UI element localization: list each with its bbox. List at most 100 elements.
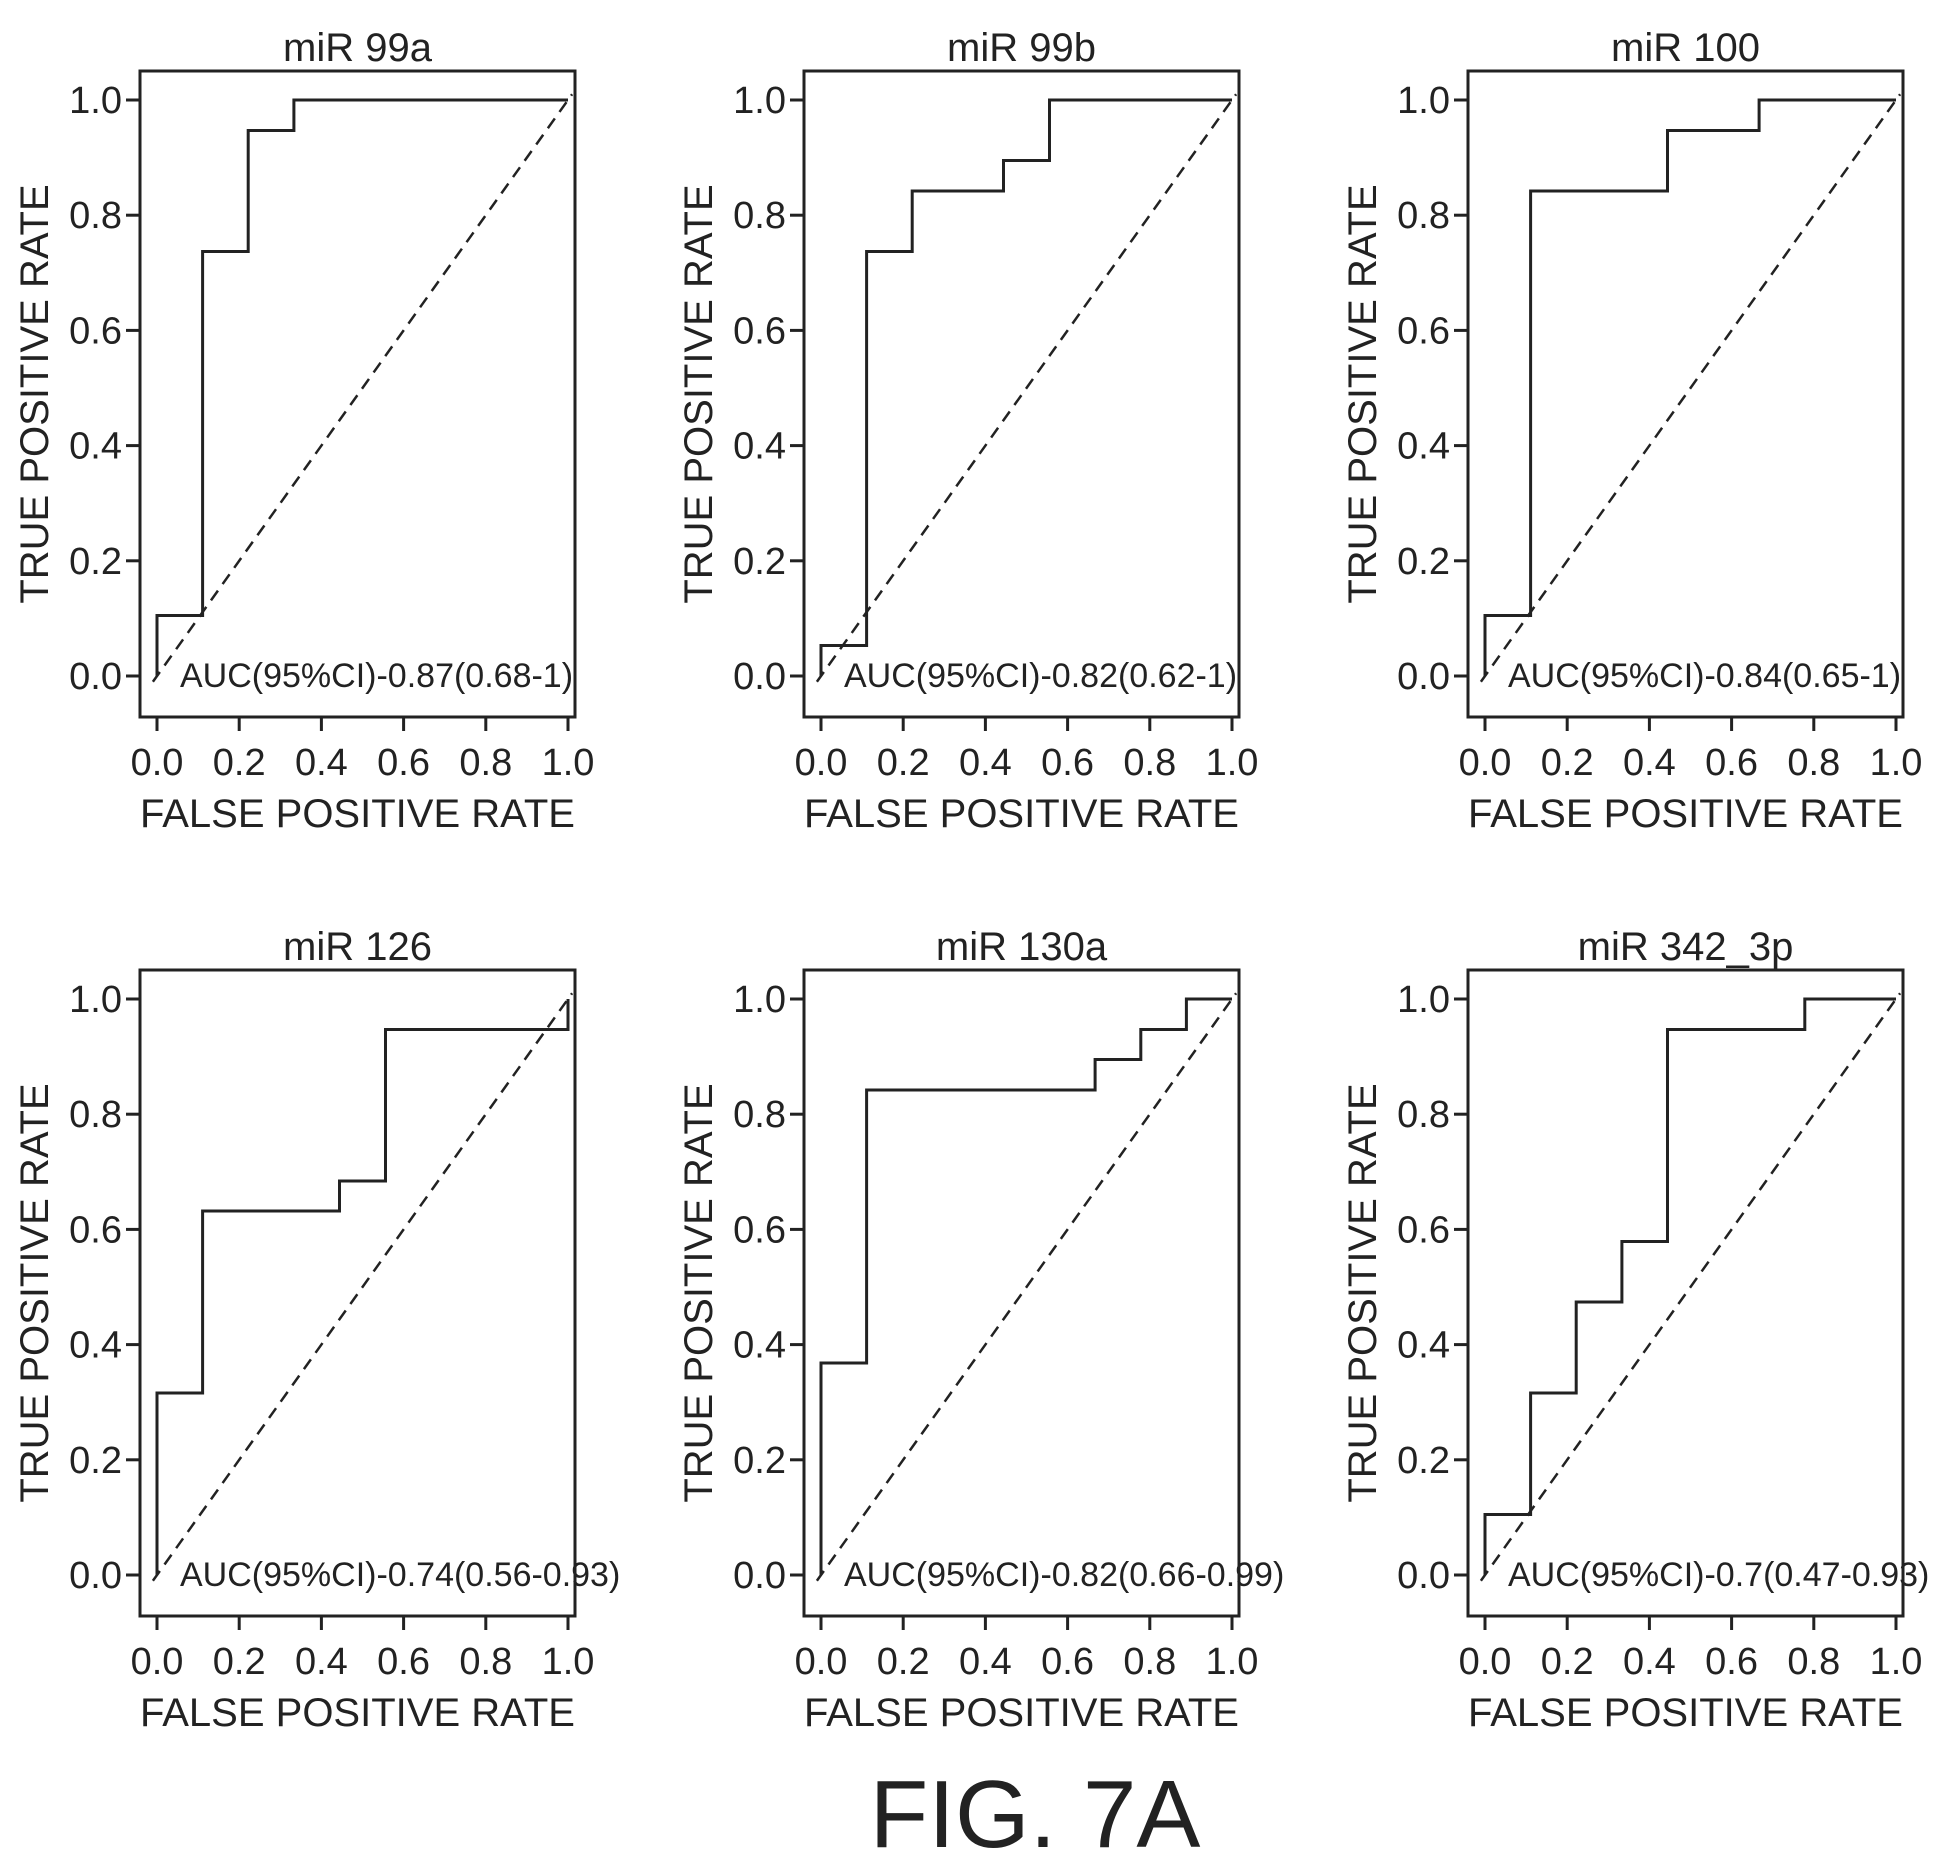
x-tick-label: 1.0 bbox=[1206, 1641, 1259, 1683]
x-axis-label: FALSE POSITIVE RATE bbox=[804, 792, 1239, 836]
y-tick-label: 0.2 bbox=[69, 541, 122, 583]
roc-curve bbox=[1483, 98, 1896, 676]
chart-title: miR 100 bbox=[1611, 26, 1760, 70]
x-axis-label: FALSE POSITIVE RATE bbox=[1468, 792, 1903, 836]
y-axis-label: TRUE POSITIVE RATE bbox=[1341, 184, 1385, 603]
plot-frame bbox=[802, 968, 1241, 1618]
roc-panel-6: miR 342_3p 0.0 0.0 0.2 0.2 0.4 0.4 0.6 0.6 0.8 0.8… bbox=[1341, 925, 1929, 1735]
chart-title: miR 99a bbox=[283, 26, 433, 70]
x-tick-label: 0.8 bbox=[1787, 1641, 1840, 1683]
x-tick-label: 0.2 bbox=[877, 1641, 930, 1683]
y-tick-label: 1.0 bbox=[733, 80, 786, 122]
y-axis-label: TRUE POSITIVE RATE bbox=[1341, 1083, 1385, 1502]
x-tick-label: 0.4 bbox=[959, 1641, 1012, 1683]
plot-frame bbox=[138, 69, 577, 719]
y-tick-label: 0.4 bbox=[69, 426, 122, 468]
y-tick-label: 1.0 bbox=[733, 979, 786, 1021]
y-tick-label: 0.0 bbox=[733, 656, 786, 698]
x-tick-label: 0.2 bbox=[1541, 742, 1594, 784]
roc-curve bbox=[155, 98, 568, 676]
x-tick-label: 0.0 bbox=[795, 742, 848, 784]
roc-panel-4: miR 126 0.0 0.0 0.2 0.2 0.4 0.4 0.6 0.6 0.8 0.8 1.0… bbox=[13, 925, 620, 1735]
y-tick-label: 0.0 bbox=[1397, 1555, 1450, 1597]
x-tick-label: 0.8 bbox=[1123, 742, 1176, 784]
roc-panel-3: miR 100 0.0 0.0 0.2 0.2 0.4 0.4 0.6 0.6 0.8 0.8 1.0… bbox=[1341, 26, 1922, 836]
y-tick-label: 0.2 bbox=[733, 1440, 786, 1482]
x-tick-label: 0.6 bbox=[1705, 742, 1758, 784]
y-tick-label: 0.4 bbox=[733, 426, 786, 468]
x-axis-label: FALSE POSITIVE RATE bbox=[804, 1691, 1239, 1735]
x-tick-label: 0.6 bbox=[1041, 1641, 1094, 1683]
plot-frame bbox=[138, 968, 577, 1618]
plot-frame bbox=[802, 69, 1241, 719]
roc-panel-1: miR 99a 0.0 0.0 0.2 0.2 0.4 0.4 0.6 0.6 0.8 0.8 1.0… bbox=[13, 26, 594, 836]
x-tick-label: 0.0 bbox=[1459, 742, 1512, 784]
y-tick-label: 0.2 bbox=[733, 541, 786, 583]
y-tick-label: 1.0 bbox=[1397, 979, 1450, 1021]
roc-panel-5: miR 130a 0.0 0.0 0.2 0.2 0.4 0.4 0.6 0.6 0.8 0.8 1.… bbox=[677, 925, 1284, 1735]
x-tick-label: 0.6 bbox=[1705, 1641, 1758, 1683]
y-tick-label: 0.0 bbox=[69, 656, 122, 698]
x-tick-label: 0.4 bbox=[959, 742, 1012, 784]
x-tick-label: 0.4 bbox=[295, 742, 348, 784]
y-tick-label: 0.2 bbox=[69, 1440, 122, 1482]
y-tick-label: 0.6 bbox=[733, 1209, 786, 1251]
x-axis-label: FALSE POSITIVE RATE bbox=[1468, 1691, 1903, 1735]
plot-frame bbox=[1466, 968, 1905, 1618]
x-tick-label: 0.2 bbox=[877, 742, 930, 784]
roc-panel-2: miR 99b 0.0 0.0 0.2 0.2 0.4 0.4 0.6 0.6 0.8 0.8 1.0… bbox=[677, 26, 1258, 836]
x-tick-label: 0.6 bbox=[377, 1641, 430, 1683]
x-tick-label: 1.0 bbox=[1870, 742, 1923, 784]
x-axis-label: FALSE POSITIVE RATE bbox=[140, 792, 575, 836]
roc-curve bbox=[155, 999, 570, 1575]
y-tick-label: 0.6 bbox=[1397, 1209, 1450, 1251]
x-tick-label: 0.6 bbox=[1041, 742, 1094, 784]
reference-diagonal bbox=[815, 992, 1238, 1582]
x-tick-label: 0.8 bbox=[459, 742, 512, 784]
y-tick-label: 0.8 bbox=[1397, 1094, 1450, 1136]
x-tick-label: 1.0 bbox=[542, 742, 595, 784]
y-axis-label: TRUE POSITIVE RATE bbox=[13, 1083, 57, 1502]
chart-title: miR 342_3p bbox=[1578, 925, 1794, 969]
x-tick-label: 0.8 bbox=[1787, 742, 1840, 784]
y-tick-label: 1.0 bbox=[1397, 80, 1450, 122]
y-tick-label: 0.4 bbox=[733, 1325, 786, 1367]
x-tick-label: 0.6 bbox=[377, 742, 430, 784]
reference-diagonal bbox=[1479, 93, 1902, 683]
y-tick-label: 0.0 bbox=[1397, 656, 1450, 698]
y-tick-label: 0.6 bbox=[733, 310, 786, 352]
auc-annotation: AUC(95%CI)-0.74(0.56-0.93) bbox=[180, 1556, 620, 1594]
x-tick-label: 0.8 bbox=[1123, 1641, 1176, 1683]
reference-diagonal bbox=[1479, 992, 1902, 1582]
y-tick-label: 0.8 bbox=[733, 1094, 786, 1136]
y-tick-label: 0.8 bbox=[1397, 195, 1450, 237]
y-tick-label: 0.8 bbox=[69, 195, 122, 237]
y-tick-label: 0.0 bbox=[733, 1555, 786, 1597]
y-tick-label: 0.4 bbox=[69, 1325, 122, 1367]
x-tick-label: 1.0 bbox=[1206, 742, 1259, 784]
x-tick-label: 0.0 bbox=[1459, 1641, 1512, 1683]
x-tick-label: 0.0 bbox=[131, 1641, 184, 1683]
x-tick-label: 1.0 bbox=[542, 1641, 595, 1683]
plot-frame bbox=[1466, 69, 1905, 719]
y-tick-label: 0.0 bbox=[69, 1555, 122, 1597]
auc-annotation: AUC(95%CI)-0.82(0.66-0.99) bbox=[844, 1556, 1284, 1594]
y-tick-label: 0.4 bbox=[1397, 1325, 1450, 1367]
auc-annotation: AUC(95%CI)-0.7(0.47-0.93) bbox=[1508, 1556, 1929, 1594]
y-tick-label: 0.2 bbox=[1397, 1440, 1450, 1482]
x-tick-label: 0.0 bbox=[131, 742, 184, 784]
x-tick-label: 0.4 bbox=[1623, 742, 1676, 784]
y-tick-label: 0.6 bbox=[1397, 310, 1450, 352]
chart-title: miR 126 bbox=[283, 925, 432, 969]
y-axis-label: TRUE POSITIVE RATE bbox=[677, 1083, 721, 1502]
y-tick-label: 1.0 bbox=[69, 979, 122, 1021]
auc-annotation: AUC(95%CI)-0.82(0.62-1) bbox=[844, 657, 1237, 695]
x-tick-label: 0.2 bbox=[213, 1641, 266, 1683]
y-tick-label: 0.2 bbox=[1397, 541, 1450, 583]
reference-diagonal bbox=[151, 992, 574, 1582]
y-tick-label: 0.8 bbox=[733, 195, 786, 237]
x-tick-label: 0.4 bbox=[1623, 1641, 1676, 1683]
x-tick-label: 0.4 bbox=[295, 1641, 348, 1683]
x-tick-label: 1.0 bbox=[1870, 1641, 1923, 1683]
chart-title: miR 130a bbox=[936, 925, 1108, 969]
